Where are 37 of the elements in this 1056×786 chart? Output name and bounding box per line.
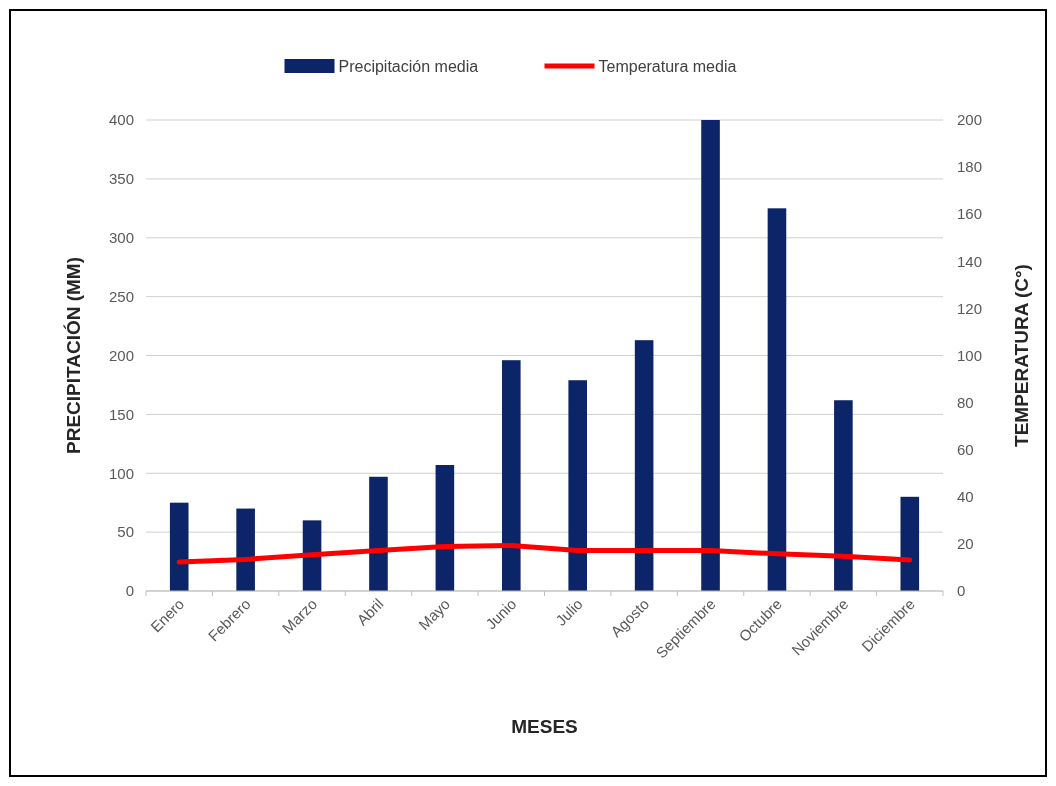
y-tick-label: 50 xyxy=(117,523,134,541)
y-tick-label: 350 xyxy=(108,170,134,188)
y2-tick-label: 80 xyxy=(957,393,974,411)
bar xyxy=(701,120,720,591)
bar xyxy=(568,380,588,591)
y2-tick-label: 140 xyxy=(957,252,983,270)
y2-tick-label: 0 xyxy=(957,582,966,600)
y-tick-label: 250 xyxy=(108,287,134,305)
x-tick-label: Julio xyxy=(551,595,586,629)
bar xyxy=(767,208,787,591)
bar xyxy=(900,496,920,591)
bar xyxy=(236,508,255,591)
bar xyxy=(435,465,455,591)
y2-tick-label: 200 xyxy=(957,111,983,129)
y-tick-label: 400 xyxy=(108,111,134,129)
y2-tick-label: 160 xyxy=(957,205,983,223)
legend-label: Temperatura media xyxy=(598,57,737,75)
y-tick-label: 100 xyxy=(108,464,134,482)
y2-tick-label: 100 xyxy=(957,346,983,364)
y2-tick-label: 180 xyxy=(957,158,983,176)
y-tick-label: 300 xyxy=(108,229,134,246)
y2-tick-label: 20 xyxy=(957,535,974,553)
bar xyxy=(834,400,853,591)
y-axis-title: PRECIPITACIÓN (MM) xyxy=(63,256,84,455)
bar xyxy=(634,340,654,591)
y2-tick-label: 60 xyxy=(957,440,974,458)
x-axis-title: MESES xyxy=(511,716,578,737)
y-tick-label: 0 xyxy=(125,582,134,600)
legend-label: Precipitación media xyxy=(338,57,479,75)
y2-tick-label: 40 xyxy=(957,488,974,506)
y-tick-label: 150 xyxy=(108,405,134,423)
y-tick-label: 200 xyxy=(108,346,134,364)
bar xyxy=(501,360,521,591)
y2-tick-label: 120 xyxy=(957,299,983,317)
bar xyxy=(369,476,388,591)
bar xyxy=(169,502,189,591)
y2-axis-title: TEMPERATURA (C°) xyxy=(1011,264,1032,447)
